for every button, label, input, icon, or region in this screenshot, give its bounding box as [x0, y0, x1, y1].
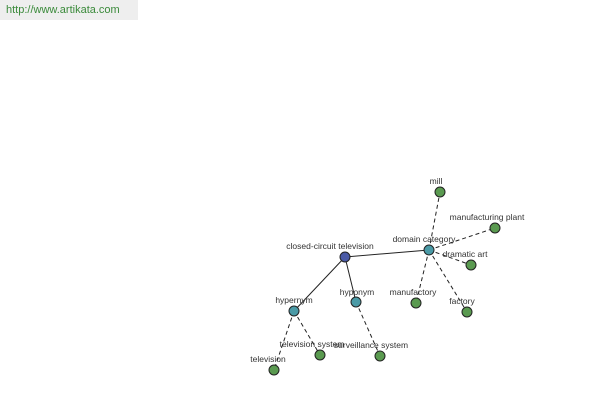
node: [465, 259, 477, 271]
node: [314, 349, 326, 361]
node-label: factory: [449, 296, 475, 306]
node: [423, 244, 435, 256]
node-label: closed-circuit television: [286, 241, 374, 251]
edge: [415, 249, 430, 304]
node-label: hyponym: [340, 287, 375, 297]
node: [410, 297, 422, 309]
node: [339, 251, 351, 263]
node: [268, 364, 280, 376]
edge: [344, 249, 430, 258]
node: [461, 306, 473, 318]
edge: [344, 256, 357, 303]
node-label: television system: [280, 339, 345, 349]
node-label: manufactory: [390, 287, 438, 297]
node: [288, 305, 300, 317]
node-label: manufacturing plant: [450, 212, 525, 222]
node-label: hypernym: [275, 295, 312, 305]
node-label: television: [250, 354, 286, 364]
edge: [428, 227, 496, 251]
node: [489, 222, 501, 234]
url-bar: http://www.artikata.com: [0, 0, 138, 20]
node-label: dramatic art: [443, 249, 489, 259]
node: [350, 296, 362, 308]
edge: [428, 249, 472, 266]
edge: [428, 249, 468, 313]
node-label: mill: [430, 176, 443, 186]
edge: [428, 191, 441, 251]
node-label: domain category: [393, 234, 457, 244]
url[interactable]: http://www.artikata.com: [6, 4, 120, 16]
edge: [293, 256, 346, 312]
edge: [293, 310, 321, 356]
node: [434, 186, 446, 198]
edge: [355, 301, 381, 357]
node-label: surveillance system: [334, 340, 408, 350]
edge: [273, 310, 295, 371]
node: [374, 350, 386, 362]
